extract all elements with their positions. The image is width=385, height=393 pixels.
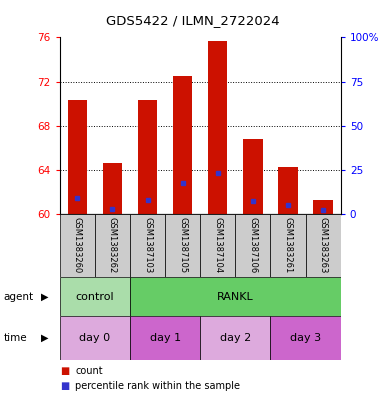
Bar [235,214,271,277]
Text: time: time [4,333,27,343]
Bar [138,100,157,214]
Text: day 2: day 2 [220,333,251,343]
Text: GSM1387105: GSM1387105 [178,217,187,274]
Bar [200,316,270,360]
Bar [278,167,298,214]
Text: RANKL: RANKL [217,292,254,302]
Bar [130,316,200,360]
Text: ■: ■ [60,381,69,391]
Text: GSM1387103: GSM1387103 [143,217,152,274]
Bar [306,214,341,277]
Bar [270,214,306,277]
Text: ■: ■ [60,366,69,376]
Text: GSM1383260: GSM1383260 [73,217,82,274]
Text: GSM1387104: GSM1387104 [213,217,222,274]
Bar [95,214,130,277]
Bar [130,277,341,316]
Bar [270,316,341,360]
Bar [313,200,333,214]
Bar [200,214,235,277]
Text: ▶: ▶ [40,292,48,302]
Bar [130,214,165,277]
Bar [165,214,200,277]
Text: count: count [75,366,103,376]
Text: GSM1383262: GSM1383262 [108,217,117,274]
Text: GSM1383261: GSM1383261 [283,217,293,274]
Text: day 3: day 3 [290,333,321,343]
Text: agent: agent [4,292,34,302]
Bar [60,316,130,360]
Bar [173,76,192,214]
Bar [243,139,263,214]
Text: GSM1387106: GSM1387106 [248,217,258,274]
Bar [103,163,122,214]
Text: GSM1383263: GSM1383263 [319,217,328,274]
Text: percentile rank within the sample: percentile rank within the sample [75,381,240,391]
Text: day 0: day 0 [79,333,110,343]
Text: GDS5422 / ILMN_2722024: GDS5422 / ILMN_2722024 [106,14,279,27]
Bar [60,214,95,277]
Text: control: control [75,292,114,302]
Text: day 1: day 1 [149,333,181,343]
Bar [60,277,130,316]
Bar [68,100,87,214]
Bar [208,40,228,214]
Text: ▶: ▶ [40,333,48,343]
